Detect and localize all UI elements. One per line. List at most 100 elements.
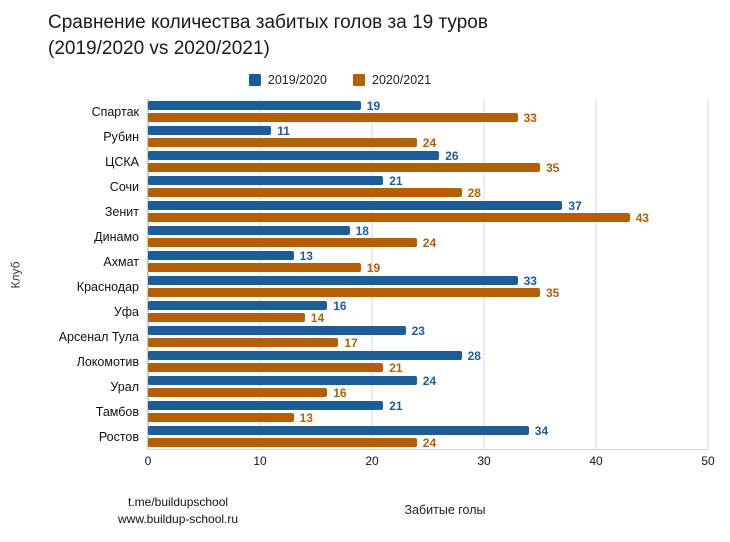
bar-row: 19 bbox=[148, 260, 708, 275]
bar bbox=[148, 276, 518, 286]
bar-row: 16 bbox=[148, 300, 708, 312]
chart-title-line2: (2019/2020 vs 2020/2021) bbox=[48, 37, 270, 59]
bar bbox=[148, 113, 518, 123]
bar-value-label: 37 bbox=[568, 198, 582, 213]
category-label: Рубин bbox=[103, 129, 139, 144]
y-axis-title-text: Клуб bbox=[8, 261, 22, 289]
bar-value-label: 13 bbox=[299, 410, 313, 425]
legend-label: 2020/2021 bbox=[372, 73, 432, 88]
bar-value-label: 34 bbox=[534, 423, 549, 438]
bar-row: 28 bbox=[148, 348, 708, 363]
bar-group: 21 13 bbox=[148, 399, 708, 424]
bar bbox=[148, 101, 361, 111]
gridline bbox=[371, 99, 373, 450]
bar bbox=[148, 263, 361, 273]
bar-group: 16 14 bbox=[148, 299, 708, 324]
bar-row: 24 bbox=[148, 235, 708, 250]
bar-value-label: 21 bbox=[389, 173, 403, 188]
bar bbox=[148, 163, 540, 173]
category-label: Краснодар bbox=[76, 279, 139, 294]
bar bbox=[148, 438, 417, 448]
bar-group: 18 24 bbox=[148, 224, 708, 249]
category-label: Ростов bbox=[98, 429, 139, 444]
category-labels: Спартак Рубин ЦСКА Сочи Зенит Динамо Ахмат Крас… bbox=[30, 99, 148, 450]
bar-row: 13 bbox=[148, 410, 708, 425]
bar-group: 19 33 bbox=[148, 99, 708, 124]
bar-row: 34 bbox=[148, 423, 708, 438]
category-label: Динамо bbox=[94, 229, 139, 244]
bar-row: 11 bbox=[148, 125, 708, 137]
legend-item: 2020/2021 bbox=[353, 73, 431, 87]
x-axis-title: Забитые голы bbox=[404, 503, 486, 517]
bar-group: 33 35 bbox=[148, 274, 708, 299]
chart-title-line1: Сравнение количества забитых голов за 19… bbox=[48, 12, 488, 33]
bar-row: 33 bbox=[148, 110, 708, 125]
y-axis-title: Клуб bbox=[0, 99, 30, 450]
legend: 2019/2020 2020/2021 bbox=[0, 73, 730, 87]
bar-row: 14 bbox=[148, 310, 708, 325]
bar-value-label: 23 bbox=[411, 323, 425, 338]
bar-value-label: 21 bbox=[389, 360, 403, 375]
bar-value-label: 24 bbox=[422, 435, 437, 450]
bar-value-label: 24 bbox=[422, 135, 437, 150]
bar bbox=[148, 401, 384, 411]
x-axis-ticks: 0 10 20 30 40 50 bbox=[144, 450, 715, 470]
bar-value-label: 19 bbox=[366, 260, 381, 275]
category-label: ЦСКА bbox=[105, 154, 139, 169]
bar bbox=[148, 426, 529, 436]
bar-value-label: 33 bbox=[523, 110, 537, 125]
chart-body: Клуб Спартак Рубин ЦСКА Сочи Зенит Динамо Ахма… bbox=[0, 99, 730, 451]
bar-row: 21 bbox=[148, 360, 708, 375]
category-label: Урал bbox=[110, 379, 139, 394]
bar bbox=[148, 326, 406, 336]
bar bbox=[148, 176, 384, 186]
bar-group: 11 24 bbox=[148, 124, 708, 149]
bar-group: 37 43 bbox=[148, 199, 708, 224]
x-axis: 0 10 20 30 40 50 bbox=[0, 450, 730, 470]
legend-item: 2019/2020 bbox=[248, 73, 327, 87]
bar-value-label: 26 bbox=[445, 148, 459, 163]
bar bbox=[148, 226, 350, 236]
bar-value-label: 24 bbox=[422, 235, 437, 250]
bar-group: 21 28 bbox=[148, 174, 708, 199]
bar bbox=[148, 213, 630, 223]
plot-rows: 19 33 11 24 26 35 21 28 37 43 18 24 13 19 33 35 16 14 23 17… bbox=[148, 99, 708, 449]
x-tick-label: 50 bbox=[701, 454, 715, 469]
category-label: Локомотив bbox=[76, 354, 139, 369]
bar-row: 13 bbox=[148, 250, 708, 262]
bar-row: 21 bbox=[148, 400, 708, 412]
bar-value-label: 28 bbox=[467, 348, 481, 363]
x-tick-label: 0 bbox=[144, 454, 152, 469]
bar bbox=[148, 363, 384, 373]
bar bbox=[148, 351, 462, 361]
category-label: Сочи bbox=[109, 179, 139, 194]
bar-group: 26 35 bbox=[148, 149, 708, 174]
footer-links: t.me/buildupschool www.buildup-school.ru bbox=[118, 494, 238, 528]
legend-swatch-icon bbox=[248, 74, 261, 87]
bar-value-label: 18 bbox=[355, 223, 369, 238]
bar-row: 28 bbox=[148, 187, 708, 199]
x-tick-label: 10 bbox=[253, 454, 267, 469]
bar-group: 24 16 bbox=[148, 374, 708, 399]
bar-group: 34 24 bbox=[148, 424, 708, 449]
x-tick-label: 40 bbox=[589, 454, 603, 469]
bar-row: 19 bbox=[148, 100, 708, 112]
bar bbox=[148, 126, 272, 136]
bar bbox=[148, 313, 305, 323]
gridline bbox=[483, 99, 485, 450]
bar bbox=[148, 201, 563, 211]
bar-value-label: 35 bbox=[546, 160, 560, 175]
gridline bbox=[147, 99, 149, 450]
bar bbox=[148, 238, 417, 248]
category-label: Уфа bbox=[113, 304, 139, 319]
bar-value-label: 17 bbox=[344, 335, 358, 350]
bar bbox=[148, 138, 417, 148]
bar-value-label: 33 bbox=[523, 273, 537, 288]
bar-value-label: 43 bbox=[635, 210, 649, 225]
bar bbox=[148, 151, 440, 161]
bar-row: 24 bbox=[148, 435, 708, 450]
legend-swatch-icon bbox=[353, 74, 365, 87]
bar-group: 28 21 bbox=[148, 349, 708, 374]
bar-value-label: 14 bbox=[310, 310, 325, 325]
